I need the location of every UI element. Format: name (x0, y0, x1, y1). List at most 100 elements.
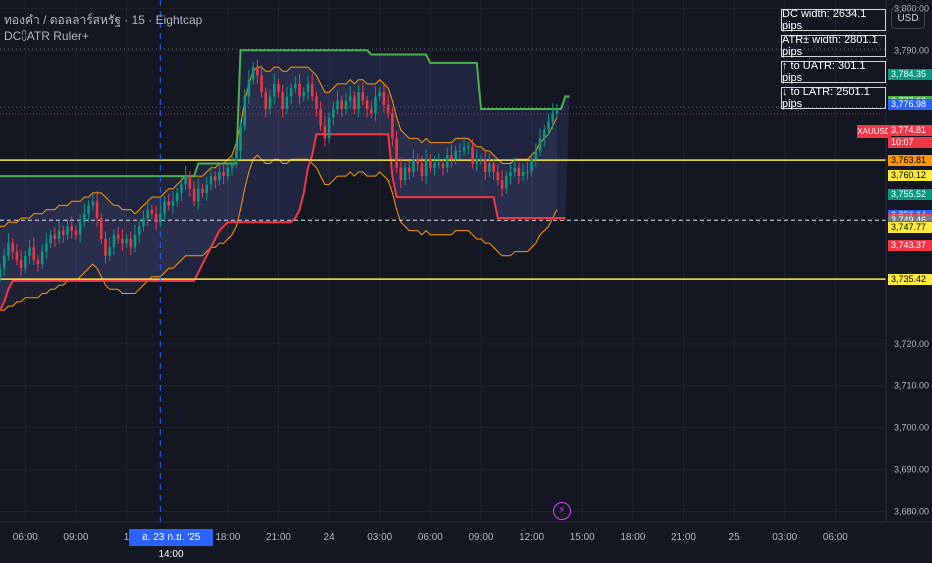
candle-body (467, 146, 470, 148)
candle-body (310, 83, 314, 97)
price-badge: 3,755.52 (888, 189, 932, 201)
info-box-to-latr: ↓ to LATR: 2501.1 pips (781, 86, 886, 110)
candle-body (163, 201, 166, 214)
candle-body (458, 150, 462, 152)
candle-body (483, 159, 487, 172)
candle-body (454, 150, 457, 160)
candle-body (230, 163, 234, 168)
candle-body (479, 159, 483, 161)
candle-body (445, 155, 449, 168)
time-tick-label: 03:00 (772, 532, 797, 543)
time-tick-label: 03:00 (367, 532, 392, 543)
channel-bands (0, 49, 570, 311)
candle-body (235, 150, 238, 164)
candle-body (104, 238, 107, 256)
candle-body (289, 88, 293, 97)
candle-body (28, 247, 31, 256)
candle-body (129, 238, 133, 248)
candle-body (70, 226, 73, 231)
candle-body (277, 83, 280, 93)
candle-body (40, 251, 44, 265)
time-tick-label: 06:00 (823, 532, 848, 543)
candle-body (344, 100, 348, 110)
candle-body (7, 243, 10, 256)
candle-body (492, 163, 495, 172)
candle-body (209, 176, 213, 185)
candle-body (365, 100, 369, 110)
candle-body (133, 234, 137, 248)
candle-body (256, 67, 259, 76)
candle-body (251, 67, 255, 80)
time-axis[interactable]: 06:00 09:00 1 18:00 21:00 24 03:00 06:00 09:00 12… (0, 521, 932, 543)
candle-body (403, 167, 407, 181)
candle-body (306, 83, 310, 93)
candle-body (336, 100, 339, 110)
lightning-icon[interactable]: ⚡ (553, 502, 571, 520)
candle-body (108, 247, 111, 256)
candle-body (49, 234, 52, 244)
candle-body (475, 159, 479, 164)
price-tick-label: 3,680.00 (894, 507, 929, 517)
candle-body (513, 167, 516, 172)
chart-legend: ทองคำ / ดอลลาร์สหรัฐ · 15 · Eightcap DC⩇… (4, 12, 202, 44)
candle-body (62, 230, 65, 235)
candle-body (57, 230, 61, 239)
candle-body (517, 167, 521, 177)
candle-body (319, 109, 322, 126)
candle-body (530, 159, 533, 172)
candle-body (534, 150, 538, 160)
candle-body (285, 96, 289, 110)
symbol-tag: XAUUSD (857, 125, 891, 138)
candle-body (150, 209, 154, 214)
candle-body (538, 138, 542, 151)
candle-body (260, 75, 263, 93)
info-box-dc-width: DC width: 2634.1 pips (781, 8, 886, 32)
candle-body (95, 201, 99, 219)
time-tick-label: 06:00 (418, 532, 443, 543)
candle-body (386, 104, 390, 114)
candle-body (45, 243, 48, 252)
current-price-badge: 3,774.81 (888, 125, 932, 136)
candle-body (226, 167, 230, 177)
candle-body (78, 222, 82, 235)
candle-body (323, 125, 327, 139)
candle-body (521, 171, 525, 177)
candle-body (0, 268, 2, 277)
candle-body (340, 100, 344, 110)
donchian-upper-line (0, 49, 570, 178)
price-badge: 3,735.42 (888, 273, 932, 285)
candle-body (412, 159, 415, 172)
candle-body (361, 92, 365, 101)
candle-body (213, 176, 217, 181)
atr-fill (0, 67, 557, 311)
candle-body (137, 226, 141, 235)
candle-body (395, 138, 398, 168)
time-tick-label: 21:00 (671, 532, 696, 543)
time-tick-label: 25 (729, 532, 741, 543)
symbol-line[interactable]: ทองคำ / ดอลลาร์สหรัฐ · 15 · Eightcap (4, 13, 203, 27)
candle-body (327, 117, 331, 139)
candle-body (294, 83, 297, 89)
candle-body (142, 218, 145, 227)
candle-body (441, 163, 445, 168)
candle-body (36, 259, 40, 265)
currency-button[interactable]: USD (891, 7, 925, 29)
candles (0, 59, 559, 282)
time-crosshair-label: อ. 23 ก.ย. '25 14:00 (129, 529, 213, 560)
time-tick-label: 09:00 (468, 532, 493, 543)
price-tick-label: 3,700.00 (894, 423, 929, 433)
candle-body (399, 167, 403, 181)
candle-body (298, 83, 301, 97)
candle-body (53, 234, 57, 239)
candle-body (264, 92, 268, 110)
candle-body (112, 234, 116, 248)
time-tick-label: 12:00 (519, 532, 544, 543)
candle-body (555, 109, 559, 114)
indicator-name[interactable]: DC⩇ATR Ruler+ (4, 29, 89, 43)
candle-body (87, 205, 90, 214)
candle-body (184, 176, 187, 185)
price-chart[interactable]: 3,800.00 3,790.00 3,720.00 3,710.00 3,700.00… (0, 0, 932, 550)
price-badge: 3,743.37 (888, 240, 932, 252)
time-tick-label: 09:00 (63, 532, 88, 543)
candle-body (462, 146, 466, 151)
